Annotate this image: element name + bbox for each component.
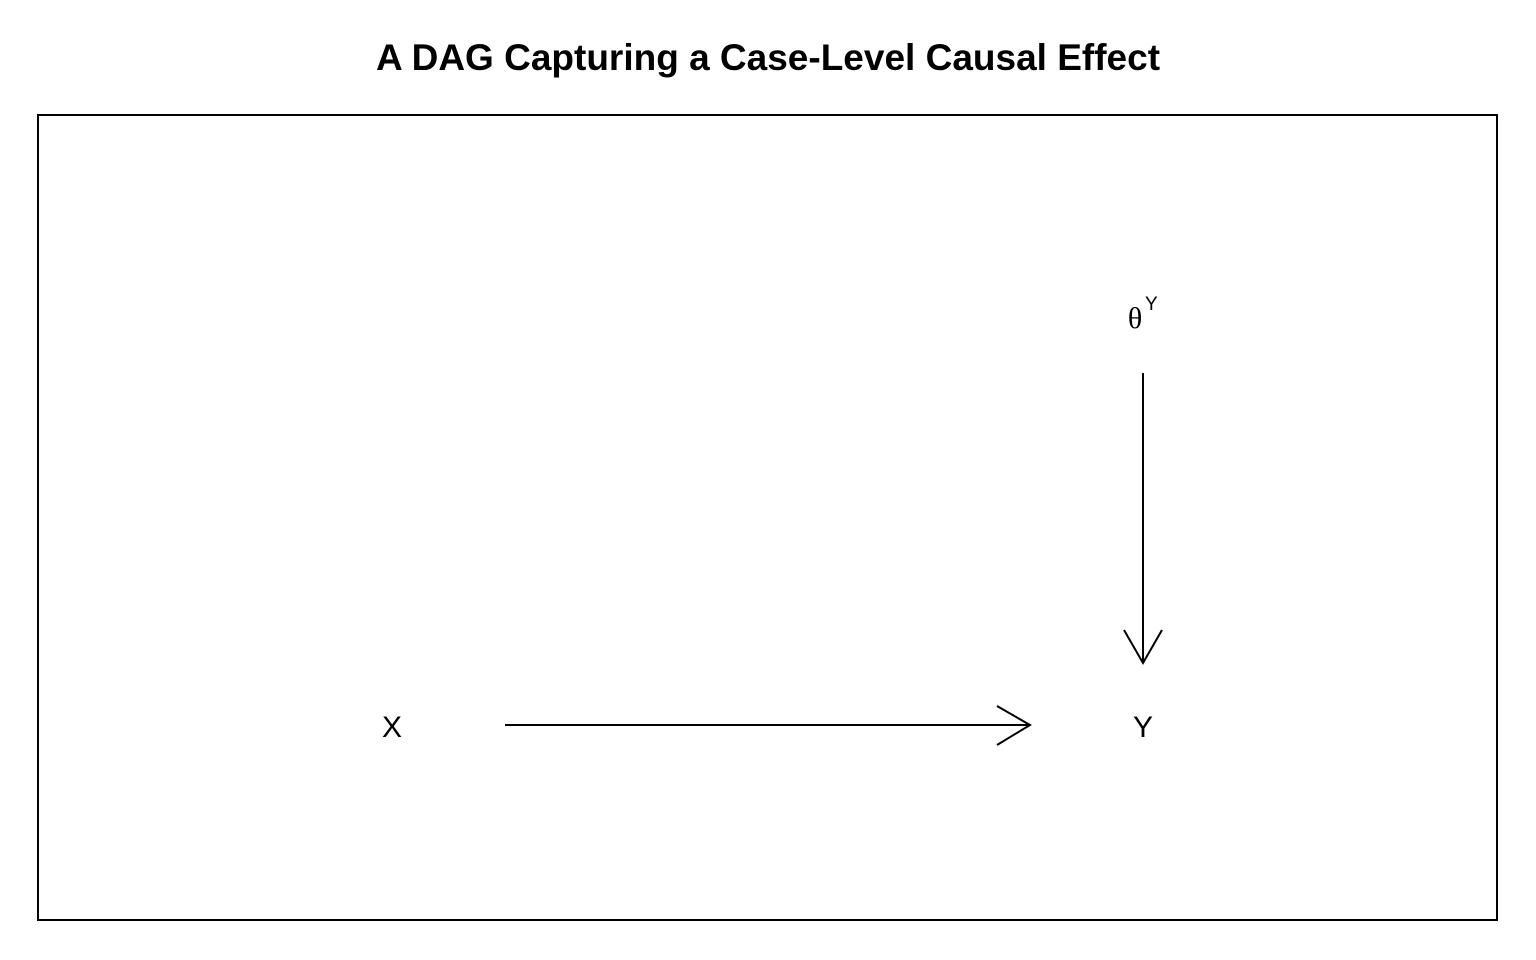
node-y: Y [1133,711,1153,744]
node-theta-y: θ Y [1128,294,1158,335]
plot-frame [37,114,1498,921]
diagram-title: A DAG Capturing a Case-Level Causal Effe… [375,37,1161,78]
edge-theta-to-y [1123,373,1163,666]
node-x: X [382,711,402,744]
edge-theta-to-y-arrowhead [1123,629,1163,666]
edge-x-to-y-arrowhead [996,705,1032,746]
theta-superscript: Y [1145,294,1158,315]
edge-x-to-y [505,705,1032,746]
theta-symbol: θ [1128,302,1142,335]
